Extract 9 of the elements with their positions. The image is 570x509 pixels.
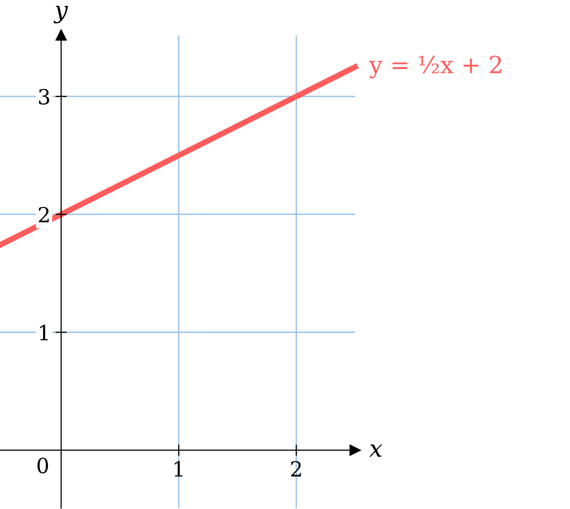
- series-label: y = ½x + 2: [369, 56, 502, 78]
- y-tick-label: 1: [40, 324, 48, 340]
- x-axis-title: x: [369, 444, 382, 457]
- y-axis-title: y: [54, 6, 68, 24]
- y-tick-label: 2: [38, 206, 49, 222]
- x-tick-label: 2: [291, 460, 301, 476]
- x-tick-label: 1: [174, 460, 182, 476]
- y-tick-label: 3: [39, 88, 50, 105]
- x-tick-label: 0: [38, 458, 48, 474]
